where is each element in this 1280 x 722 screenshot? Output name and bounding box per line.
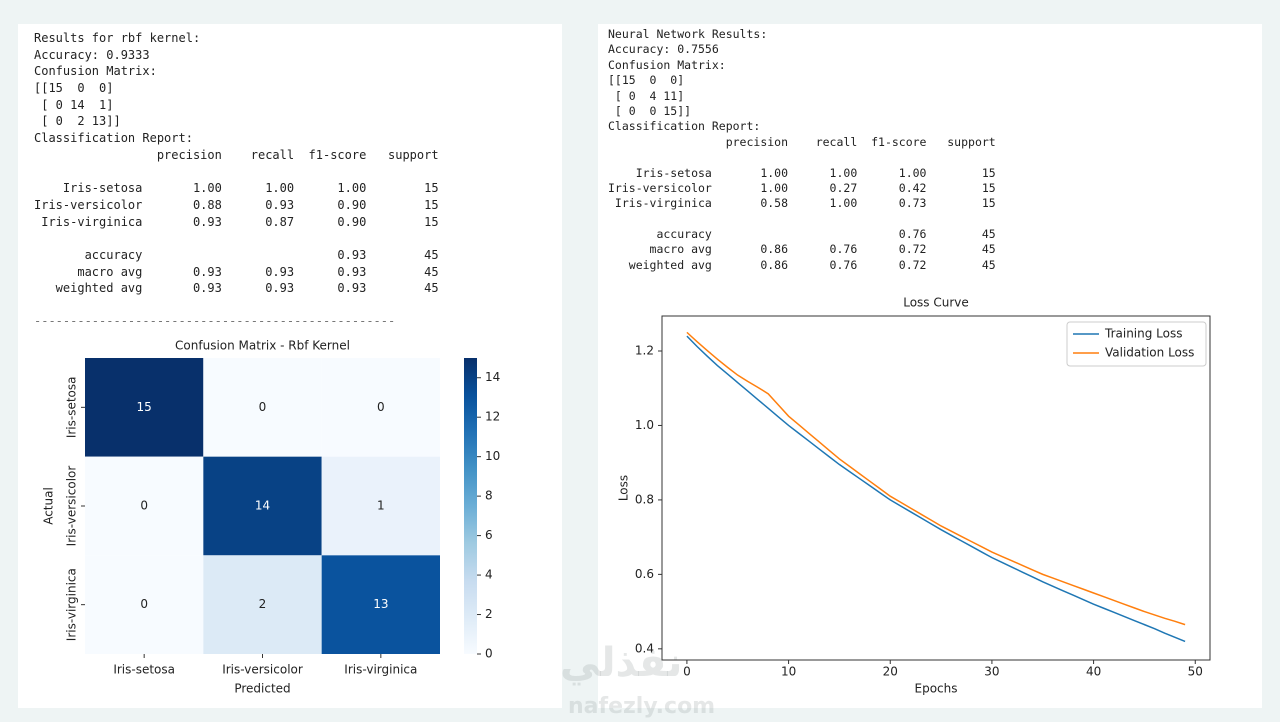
output-line: [[15 0 0] xyxy=(608,73,685,88)
report-header: precision recall f1-score support xyxy=(608,134,996,149)
x-axis-label: Epochs xyxy=(915,682,958,696)
report-summary: macro avg 0.93 0.93 0.93 45 xyxy=(34,264,439,279)
x-tick-label: Iris-virginica xyxy=(344,663,417,677)
cell-label: 0 xyxy=(140,499,148,513)
heatmap-cell xyxy=(321,358,440,457)
report-summary: weighted avg 0.93 0.93 0.93 45 xyxy=(34,281,439,296)
report-header: precision recall f1-score support xyxy=(34,147,439,162)
colorbar-tick-label: 4 xyxy=(485,568,493,582)
output-line: Accuracy: 0.7556 xyxy=(608,42,719,57)
x-axis-label: Predicted xyxy=(234,682,290,696)
report-summary: macro avg 0.86 0.76 0.72 45 xyxy=(608,242,996,257)
y-tick-label: Iris-virginica xyxy=(65,568,79,641)
y-tick-label: Iris-setosa xyxy=(65,376,79,438)
chart-title: Confusion Matrix - Rbf Kernel xyxy=(175,339,350,353)
watermark: nafezly.com xyxy=(568,694,716,719)
heatmap-cell xyxy=(85,358,204,457)
colorbar-tick-label: 8 xyxy=(485,489,493,503)
colorbar-tick-label: 14 xyxy=(485,370,500,384)
cell-label: 14 xyxy=(255,499,270,513)
right-output: Neural Network Results: Accuracy: 0.7556 C… xyxy=(608,27,996,273)
y-tick-label: 0.8 xyxy=(635,492,654,506)
cell-label: 1 xyxy=(377,499,385,513)
output-line: Neural Network Results: xyxy=(608,27,768,41)
y-tick-label: Iris-versicolor xyxy=(65,466,79,547)
chart-title: Loss Curve xyxy=(903,296,969,310)
x-tick-label: 0 xyxy=(683,665,691,679)
cell-label: 15 xyxy=(137,400,152,414)
report-row: Iris-versicolor 1.00 0.27 0.42 15 xyxy=(608,180,996,195)
report-row: Iris-virginica 0.58 1.00 0.73 15 xyxy=(608,196,996,211)
x-tick-label: Iris-versicolor xyxy=(222,663,303,677)
cell-label: 0 xyxy=(377,400,385,414)
y-axis-label: Actual xyxy=(42,487,56,525)
heatmap-cell xyxy=(321,555,440,654)
report-row: Iris-versicolor 0.88 0.93 0.90 15 xyxy=(34,197,439,212)
report-summary: weighted avg 0.86 0.76 0.72 45 xyxy=(608,257,996,272)
loss-line xyxy=(686,335,1186,643)
heatmap-cell xyxy=(85,456,204,556)
report-summary: accuracy 0.76 45 xyxy=(608,227,996,242)
y-tick-label: 0.4 xyxy=(635,641,654,655)
heatmap-cell xyxy=(85,555,204,654)
cell-label: 0 xyxy=(140,597,148,611)
left-output: Results for rbf kernel: Accuracy: 0.9333 C… xyxy=(34,30,439,330)
x-tick-label: 50 xyxy=(1188,665,1203,679)
colorbar-tick-label: 2 xyxy=(485,607,493,621)
report-summary: accuracy 0.93 45 xyxy=(34,247,439,262)
report-row: Iris-virginica 0.93 0.87 0.90 15 xyxy=(34,214,439,229)
colorbar-tick-label: 12 xyxy=(485,410,500,424)
x-tick-label: 40 xyxy=(1086,665,1101,679)
watermark: نفذلي xyxy=(560,640,683,686)
legend-label: Training Loss xyxy=(1104,327,1182,341)
separator: ----------------------------------------… xyxy=(34,314,396,328)
x-tick-label: Iris-setosa xyxy=(113,663,175,677)
output-line: [ 0 0 15]] xyxy=(608,103,692,118)
output-line: [[15 0 0] xyxy=(34,81,114,96)
report-row: Iris-setosa 1.00 1.00 1.00 15 xyxy=(608,165,996,180)
y-axis-label: Loss xyxy=(617,475,631,501)
output-line: Classification Report: xyxy=(608,119,761,134)
loss-line xyxy=(686,331,1186,626)
legend-box xyxy=(1066,321,1207,367)
cell-label: 0 xyxy=(259,400,267,414)
output-line: [ 0 4 11] xyxy=(608,88,685,103)
output-line: Classification Report: xyxy=(34,131,193,146)
output-line: Results for rbf kernel: xyxy=(34,31,201,45)
plot-frame xyxy=(661,315,1211,661)
heatmap-cell xyxy=(203,555,322,654)
output-line: Accuracy: 0.9333 xyxy=(34,47,150,62)
colorbar-tick-label: 6 xyxy=(485,528,493,542)
output-line: [ 0 14 1] xyxy=(34,97,114,112)
colorbar-tick-label: 10 xyxy=(485,449,500,463)
output-line: [ 0 2 13]] xyxy=(34,114,121,129)
heatmap-cell xyxy=(203,358,322,457)
heatmap-cell xyxy=(321,456,440,556)
report-row: Iris-setosa 1.00 1.00 1.00 15 xyxy=(34,181,439,196)
colorbar xyxy=(464,358,477,654)
colorbar-tick-label: 0 xyxy=(485,647,493,661)
heatmap-cell xyxy=(203,456,322,556)
x-tick-label: 10 xyxy=(781,665,796,679)
y-tick-label: 0.6 xyxy=(635,567,654,581)
legend-label: Validation Loss xyxy=(1105,346,1194,360)
cell-label: 2 xyxy=(259,597,267,611)
x-tick-label: 20 xyxy=(883,665,898,679)
output-line: Confusion Matrix: xyxy=(608,57,726,72)
output-line: Confusion Matrix: xyxy=(34,64,157,79)
x-tick-label: 30 xyxy=(984,665,999,679)
y-tick-label: 1.2 xyxy=(635,343,654,357)
y-tick-label: 1.0 xyxy=(635,418,654,432)
cell-label: 13 xyxy=(373,597,388,611)
